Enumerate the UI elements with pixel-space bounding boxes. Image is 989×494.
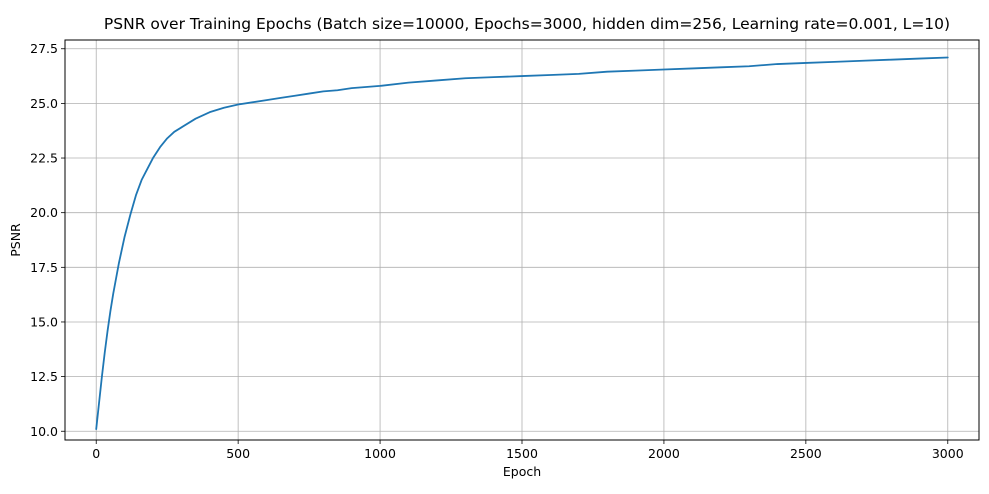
psnr-series-line [95, 56, 949, 430]
y-tick-label: 17.5 [30, 260, 58, 275]
x-tick-label: 1000 [364, 446, 396, 461]
y-tick-label: 15.0 [30, 314, 58, 329]
x-tick-label: 3000 [932, 446, 964, 461]
x-tick-label: 2500 [790, 446, 822, 461]
y-tick-label: 22.5 [30, 151, 58, 166]
x-tick-label: 2000 [648, 446, 680, 461]
y-tick-label: 27.5 [30, 41, 58, 56]
y-tick-label: 10.0 [30, 424, 58, 439]
x-tick-label: 0 [92, 446, 100, 461]
y-axis-label: PSNR [8, 223, 23, 257]
chart-title: PSNR over Training Epochs (Batch size=10… [104, 15, 950, 33]
x-tick-label: 1500 [506, 446, 538, 461]
grid-lines [65, 40, 979, 440]
y-tick-label: 20.0 [30, 205, 58, 220]
y-tick-label: 12.5 [30, 369, 58, 384]
x-axis-label: Epoch [503, 464, 541, 479]
y-tick-label: 25.0 [30, 96, 58, 111]
data-series [95, 56, 949, 430]
axis-ticks: 0 500 1000 1500 2000 2500 3000 10.0 12.5 15.0 17.5… [30, 41, 964, 461]
x-tick-label: 500 [226, 446, 250, 461]
